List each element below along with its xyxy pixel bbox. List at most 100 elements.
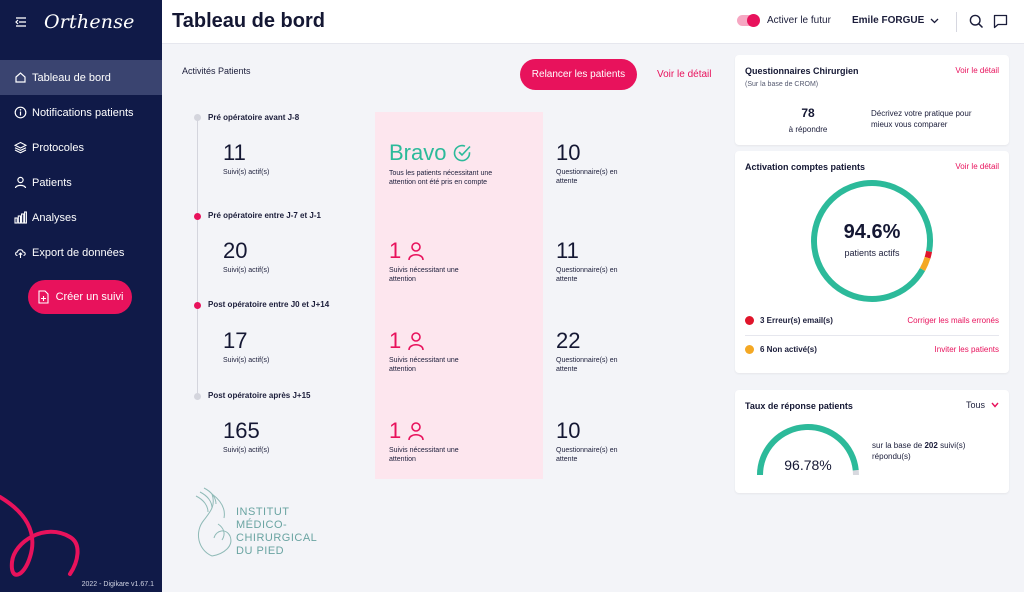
- patient-activity-panel: Activités Patients Relancer les patients…: [162, 44, 730, 592]
- questionnaire-count[interactable]: 11: [556, 238, 579, 263]
- check-circle-icon: [454, 144, 472, 162]
- card-title: Activation comptes patients: [745, 162, 866, 172]
- questionnaires-detail-link[interactable]: Voir le détail: [955, 66, 999, 75]
- active-count[interactable]: 20: [223, 238, 248, 263]
- sidebar-item-label: Tableau de bord: [32, 71, 111, 84]
- stage-label: Post opératoire après J+15: [208, 391, 311, 400]
- future-toggle-label: Activer le futur: [767, 15, 831, 26]
- brand-swirl-decoration: [0, 495, 80, 577]
- activity-detail-link[interactable]: Voir le détail: [657, 69, 712, 80]
- attention-label: Suivis nécessitant une attention: [389, 357, 459, 373]
- future-toggle[interactable]: [737, 14, 760, 27]
- fix-emails-link[interactable]: Corriger les mails erronés: [907, 316, 999, 325]
- institute-logo: INSTITUT MÉDICO- CHIRURGICAL DU PIED: [190, 484, 330, 564]
- active-count[interactable]: 165: [223, 418, 260, 443]
- top-header: Tableau de bord Activer le futur Emile F…: [162, 0, 1024, 44]
- active-count[interactable]: 17: [223, 328, 248, 353]
- search-icon[interactable]: [969, 14, 984, 29]
- header-divider: [956, 12, 957, 32]
- bravo-status: Bravo: [389, 140, 472, 166]
- attention-count[interactable]: 1: [389, 418, 425, 444]
- home-icon: [13, 71, 27, 85]
- email-errors-label: 3 Erreur(s) email(s): [760, 316, 833, 325]
- sidebar-item-export[interactable]: Export de données: [0, 235, 162, 270]
- active-count[interactable]: 11: [223, 140, 246, 165]
- questionnaire-count[interactable]: 10: [556, 140, 581, 165]
- attention-label: Suivis nécessitant une attention: [389, 267, 459, 283]
- cloud-upload-icon: [13, 246, 27, 260]
- timeline-dot-active: [194, 302, 201, 309]
- add-file-icon: [37, 290, 50, 304]
- sidebar-item-notifications[interactable]: Notifications patients: [0, 95, 162, 130]
- attention-column: [375, 112, 543, 479]
- stage-label: Pré opératoire avant J-8: [208, 113, 300, 122]
- relaunch-patients-button[interactable]: Relancer les patients: [520, 59, 637, 90]
- page-title: Tableau de bord: [172, 10, 325, 32]
- questionnaires-count[interactable]: 78: [801, 106, 815, 120]
- user-icon: [13, 176, 27, 190]
- app-version: 2022 - Digikare v1.67.1: [81, 581, 154, 588]
- response-rate-percent: 96.78%: [784, 457, 832, 473]
- attention-number: 1: [389, 418, 402, 443]
- divider: [745, 335, 999, 336]
- questionnaire-label: Questionnaire(s) en attente: [556, 169, 618, 185]
- user-icon: [408, 332, 425, 351]
- response-filter-value: Tous: [965, 400, 985, 410]
- invite-patients-link[interactable]: Inviter les patients: [934, 345, 999, 354]
- active-label: Suivi(s) actif(s): [223, 267, 270, 274]
- questionnaire-label: Questionnaire(s) en attente: [556, 267, 618, 283]
- activation-percent-label: patients actifs: [844, 248, 900, 258]
- user-icon: [408, 242, 425, 261]
- app-logo[interactable]: Orthense: [44, 11, 135, 33]
- sidebar-item-label: Patients: [32, 176, 72, 189]
- response-base-line2: répondu(s): [872, 452, 911, 461]
- questionnaire-count[interactable]: 10: [556, 418, 581, 443]
- user-menu[interactable]: Emile FORGUE: [852, 15, 939, 26]
- sidebar: Orthense Tableau de bord Notifications p…: [0, 0, 162, 592]
- create-follow-up-label: Créer un suivi: [55, 291, 124, 303]
- user-icon: [408, 422, 425, 441]
- layers-icon: [13, 141, 27, 155]
- questionnaire-count[interactable]: 22: [556, 328, 581, 353]
- toggle-knob: [747, 14, 760, 27]
- sidebar-item-analyses[interactable]: Analyses: [0, 200, 162, 235]
- institute-line: INSTITUT: [236, 506, 290, 518]
- institute-name: INSTITUT MÉDICO- CHIRURGICAL DU PIED: [236, 506, 317, 558]
- practice-cta[interactable]: Décrivez votre pratique pour mieux vous …: [871, 109, 972, 129]
- attention-count[interactable]: 1: [389, 238, 425, 264]
- attention-count[interactable]: 1: [389, 328, 425, 354]
- response-base-suffix: suivi(s): [937, 441, 966, 450]
- response-base-prefix: sur la base de: [872, 441, 925, 450]
- error-dot: [745, 316, 754, 325]
- questionnaires-count-label: à répondre: [788, 125, 828, 134]
- card-title: Questionnaires Chirurgien: [745, 66, 859, 76]
- sidebar-item-protocols[interactable]: Protocoles: [0, 130, 162, 165]
- collapse-menu-icon[interactable]: [14, 15, 28, 29]
- response-base-count: 202: [924, 441, 938, 450]
- message-icon[interactable]: [993, 14, 1008, 29]
- response-filter-select[interactable]: Tous: [966, 400, 999, 410]
- attention-label: Suivis nécessitant une attention: [389, 447, 459, 463]
- sidebar-item-dashboard[interactable]: Tableau de bord: [0, 60, 162, 95]
- chevron-down-icon: [991, 402, 999, 408]
- questionnaire-label: Questionnaire(s) en attente: [556, 447, 618, 463]
- institute-emblem-icon: [195, 487, 232, 557]
- sidebar-nav: Tableau de bord Notifications patients P…: [0, 60, 162, 270]
- sidebar-item-patients[interactable]: Patients: [0, 165, 162, 200]
- active-label: Suivi(s) actif(s): [223, 447, 270, 454]
- inactive-dot: [745, 345, 754, 354]
- institute-line: MÉDICO-: [236, 519, 288, 531]
- questionnaires-card: Questionnaires Chirurgien (Sur la base d…: [735, 55, 1009, 145]
- bravo-description: Tous les patients nécessitant une attent…: [389, 170, 493, 186]
- stage-label: Pré opératoire entre J-7 et J-1: [208, 211, 321, 220]
- activation-center: 94.6% patients actifs: [822, 221, 922, 258]
- timeline-dot-active: [194, 213, 201, 220]
- response-rate-gauge: [757, 424, 859, 476]
- create-follow-up-button[interactable]: Créer un suivi: [28, 280, 132, 314]
- attention-number: 1: [389, 328, 402, 353]
- response-base-text: sur la base de 202 suivi(s) répondu(s): [872, 440, 1002, 462]
- sidebar-item-label: Notifications patients: [32, 106, 134, 119]
- institute-line: CHIRURGICAL: [236, 532, 318, 544]
- activation-detail-link[interactable]: Voir le détail: [955, 162, 999, 171]
- chevron-down-icon: [930, 18, 939, 23]
